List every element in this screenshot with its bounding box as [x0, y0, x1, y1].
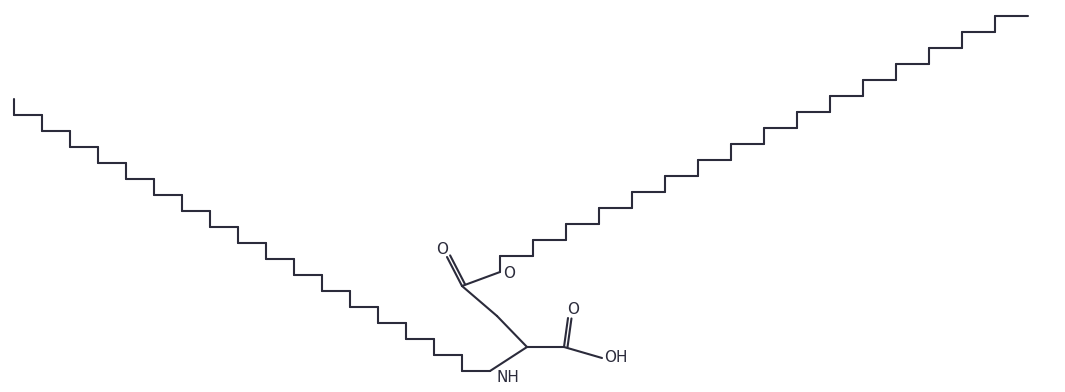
Text: O: O [436, 241, 448, 256]
Text: OH: OH [604, 350, 627, 365]
Text: O: O [567, 303, 579, 318]
Text: NH: NH [496, 370, 519, 385]
Text: O: O [503, 265, 515, 281]
